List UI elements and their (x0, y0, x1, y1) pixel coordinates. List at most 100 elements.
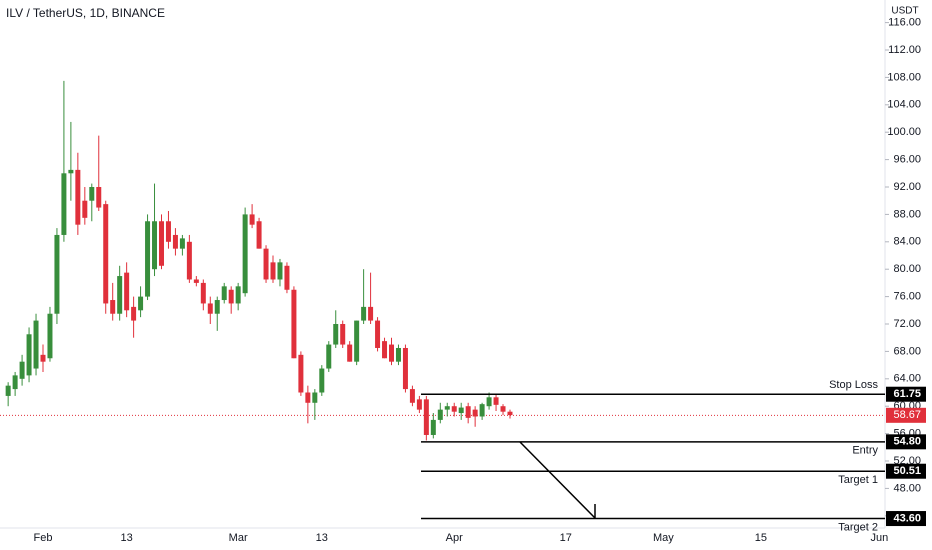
candle-body (26, 334, 32, 376)
y-tick-label: 108.00 (887, 71, 921, 83)
candle-body (291, 289, 297, 359)
candle-body (82, 200, 88, 218)
level-price-label: 61.75 (893, 388, 921, 400)
y-tick-label: 104.00 (887, 99, 921, 111)
y-tick-label: 96.00 (893, 154, 921, 166)
candle-body (124, 272, 130, 311)
candle-body (235, 286, 241, 304)
level-price-box (886, 511, 926, 527)
candle-body (507, 411, 513, 416)
candle-body (263, 248, 269, 280)
level-name: Target 1 (838, 474, 878, 486)
candle-body (89, 187, 95, 201)
candle-body (68, 169, 74, 174)
y-tick-label: 48.00 (893, 482, 921, 494)
candle-body (249, 214, 255, 225)
candle-body (131, 306, 137, 321)
candle-body (465, 406, 471, 418)
y-tick-label: 84.00 (893, 236, 921, 248)
currency-label: USDT (891, 6, 918, 17)
candle-body (451, 406, 457, 412)
candle-body (228, 289, 234, 304)
candle-body (221, 286, 227, 301)
level-price-box (886, 386, 926, 402)
candle-body (117, 276, 123, 314)
x-tick-label: 13 (316, 532, 328, 544)
candle-body (416, 399, 422, 410)
candle-body (430, 419, 436, 435)
candle-body (110, 300, 116, 314)
candle-body (186, 241, 192, 280)
y-tick-label: 92.00 (893, 181, 921, 193)
candle-body (207, 303, 213, 314)
candle-body (172, 234, 178, 249)
candle-body (193, 279, 199, 283)
current-price-box (886, 407, 926, 423)
y-tick-label: 88.00 (893, 208, 921, 220)
candle-body (5, 385, 11, 396)
level-price-label: 43.60 (893, 512, 921, 524)
candle-body (284, 265, 290, 290)
current-price-label: 58.67 (893, 409, 921, 421)
candle-body (19, 361, 25, 379)
candle-body (214, 300, 220, 314)
level-name: Target 2 (838, 521, 878, 533)
y-tick-label: 76.00 (893, 291, 921, 303)
candle-body (375, 320, 381, 348)
candle-body (242, 214, 248, 294)
candle-body (333, 324, 339, 345)
candle-body (493, 397, 499, 405)
candle-body (319, 368, 325, 393)
candle-body (361, 306, 367, 321)
x-tick-label: 17 (560, 532, 572, 544)
candle-body (103, 204, 109, 304)
candle-body (47, 313, 53, 359)
level-price-label: 54.80 (893, 436, 921, 448)
candle-body (479, 404, 485, 417)
level-price-label: 50.51 (893, 465, 921, 477)
x-tick-label: 15 (755, 532, 767, 544)
x-tick-label: 13 (121, 532, 133, 544)
y-tick-label: 116.00 (888, 17, 921, 29)
level-price-box (886, 434, 926, 450)
candle-body (382, 341, 388, 359)
y-tick-label: 112.00 (888, 44, 921, 56)
candle-body (61, 173, 67, 235)
y-tick-label: 68.00 (893, 345, 921, 357)
level-price-box (886, 463, 926, 479)
chart-title: ILV / TetherUS, 1D, BINANCE (6, 6, 165, 20)
candle-body (305, 392, 311, 403)
candle-body (458, 407, 464, 414)
candle-body (486, 397, 492, 407)
candle-body (33, 320, 39, 369)
candle-body (179, 238, 185, 249)
x-tick-label: Jun (871, 532, 889, 544)
candle-body (444, 406, 450, 410)
candle-body (298, 354, 304, 393)
x-tick-label: Feb (34, 532, 53, 544)
candle-body (368, 306, 374, 321)
candle-body (312, 392, 318, 403)
y-tick-label: 64.00 (893, 373, 921, 385)
candle-body (402, 347, 408, 390)
candle-body (395, 347, 401, 362)
candle-body (389, 344, 394, 362)
projection-arrow (519, 441, 596, 519)
candle-body (200, 282, 206, 304)
candle-body (409, 389, 415, 403)
candle-body (354, 320, 360, 362)
y-tick-label: 100.00 (887, 126, 921, 138)
candle-body (96, 187, 102, 208)
candle-body (437, 409, 443, 420)
candle-body (158, 221, 164, 266)
candle-body (152, 221, 158, 270)
candle-body (347, 344, 353, 362)
level-name: Stop Loss (829, 379, 878, 391)
candle-body (40, 354, 46, 362)
candle-body (165, 221, 171, 242)
y-tick-label: 72.00 (893, 318, 921, 330)
candle-body (54, 234, 60, 314)
y-tick-label: 80.00 (893, 263, 921, 275)
x-tick-label: Apr (446, 532, 463, 544)
